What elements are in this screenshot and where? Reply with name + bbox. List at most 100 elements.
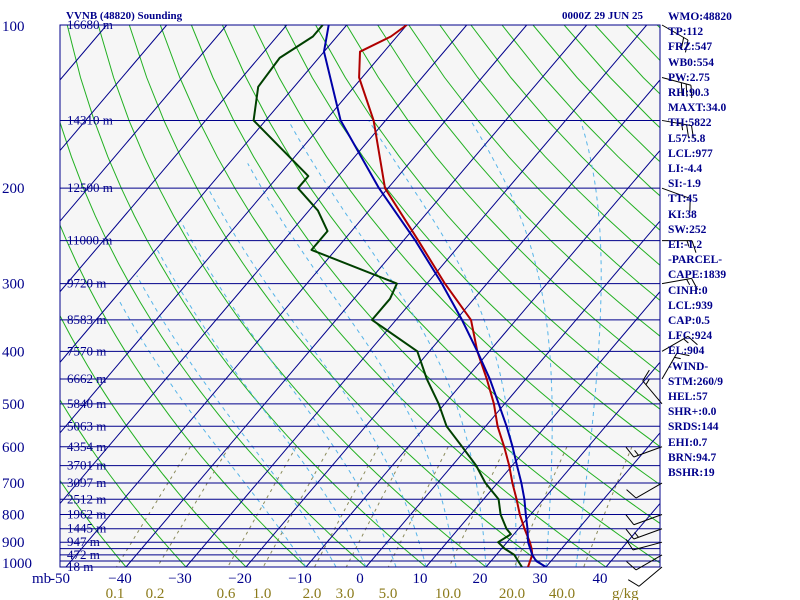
stat-row: RH:90.3	[668, 87, 710, 100]
wind-barb-flag	[626, 561, 637, 571]
isotherm	[60, 25, 228, 222]
height-label: 1962 m	[67, 506, 106, 521]
height-label: 4354 m	[67, 439, 106, 454]
height-label: 11000 m	[67, 233, 112, 248]
dry-adiabat	[284, 25, 660, 448]
height-label: 3701 m	[67, 458, 106, 473]
wind-barb-half	[634, 532, 639, 538]
plot-area	[60, 25, 660, 567]
plot-frame	[59, 24, 661, 568]
isotherm	[60, 25, 288, 293]
mixing-ratio-tick-label: 2.0	[303, 586, 322, 600]
mixing-ratio-line	[513, 446, 568, 567]
stat-row: PW:2.75	[668, 71, 710, 84]
wind-barb-flag	[642, 369, 650, 382]
wind-barb-half	[686, 279, 691, 286]
mixing-ratio-tick-label: 40.0	[549, 586, 575, 600]
wind-barb-flag	[691, 125, 694, 139]
height-label: 8583 m	[67, 312, 106, 327]
height-label: 9720 m	[67, 276, 106, 291]
temperature-line	[358, 25, 534, 567]
moist-adiabat	[287, 120, 487, 567]
moist-adiabat	[117, 298, 307, 567]
wind-barb-staff	[632, 541, 663, 551]
dry-adiabat	[439, 25, 660, 266]
pressure-tick-label: 500	[2, 397, 25, 413]
plot-background	[60, 25, 660, 567]
moist-adiabat	[247, 163, 457, 567]
dry-adiabat	[60, 479, 127, 567]
mixing-ratio-tick-label: 0.1	[106, 586, 125, 600]
stats-panel: WMO:48820 TP:112 FRZ:547 WB0:554 PW:2.75 RH:9…	[668, 10, 798, 481]
wind-barb-staff	[638, 566, 663, 587]
wind-barb-flag	[680, 82, 683, 96]
wind-barb-staff	[633, 528, 663, 540]
wind-barb-half	[674, 356, 681, 360]
dry-adiabat	[253, 25, 660, 486]
wind-barb-flag	[626, 489, 637, 499]
dry-adiabat	[377, 25, 660, 337]
stat-row: SI:-1.9	[668, 178, 701, 191]
mixing-ratio-unit-label: g/kg	[612, 586, 639, 600]
wind-barb-flag	[627, 579, 640, 587]
wind-barb-flag	[625, 539, 634, 551]
wind-barb-flag	[625, 514, 635, 526]
dry-adiabat	[60, 398, 187, 567]
stat-row: BSHR:19	[668, 467, 715, 480]
pressure-tick-label: 1000	[2, 556, 32, 572]
temperature-tick-label: −20	[228, 571, 251, 587]
profiles	[252, 25, 547, 567]
temperature-tick-label: −30	[168, 571, 191, 587]
pressure-unit-label: mb	[32, 571, 51, 587]
height-label: 5840 m	[67, 396, 106, 411]
wind-barb-half	[634, 450, 639, 456]
wind-barb-staff	[661, 77, 692, 86]
wind-barb-half	[681, 123, 684, 131]
temperature-tick-label: −10	[288, 571, 311, 587]
wind-barb-flag	[625, 446, 635, 458]
frame-border	[59, 24, 661, 568]
dry-adiabat	[97, 25, 487, 567]
pressure-tick-label: 300	[2, 277, 25, 293]
stat-row: CAP:0.5	[668, 315, 710, 328]
isotherm	[365, 220, 660, 567]
pressure-tick-label: 800	[2, 507, 25, 523]
pressure-tick-label: 700	[2, 476, 25, 492]
stat-row: TP:112	[668, 26, 704, 39]
mixing-ratio-tick-label: 1.0	[253, 586, 272, 600]
dry-adiabat	[128, 25, 547, 567]
stat-row: BRN:94.7	[668, 451, 717, 464]
stat-row: CINH:0	[668, 284, 708, 297]
isobars	[60, 25, 660, 567]
wind-barb-flag	[680, 37, 685, 50]
isotherm	[65, 25, 528, 567]
height-label: 14310 m	[67, 112, 113, 127]
height-label: 18 m	[67, 559, 93, 574]
mixing-ratio-tick-label: 3.0	[336, 586, 355, 600]
moist-adiabat	[136, 275, 337, 567]
mixing-ratio-line	[583, 446, 633, 567]
wind-barb-flag	[625, 528, 635, 540]
mixing-ratio-tick-label: 20.0	[499, 586, 525, 600]
stat-row: EI:-1.2	[668, 239, 703, 252]
dry-adiabat	[408, 25, 660, 302]
isotherms	[60, 25, 660, 567]
isotherm	[545, 432, 660, 567]
wind-barb-staff	[635, 554, 663, 571]
height-label: 947 m	[67, 534, 100, 549]
stat-row: LCL:939	[668, 299, 713, 312]
pressure-tick-label: 600	[2, 440, 25, 456]
stat-row: -WIND-	[668, 360, 709, 373]
stat-row: EHI:0.7	[668, 436, 708, 449]
wind-barb-half	[686, 240, 690, 247]
stat-row: KI:38	[668, 208, 697, 221]
temperature-tick-label: 0	[356, 571, 364, 587]
temperature-tick-label: 40	[593, 571, 608, 587]
height-label: 5063 m	[67, 418, 106, 433]
pressure-tick-label: 200	[2, 181, 25, 197]
height-label: 1445 m	[67, 521, 106, 536]
isotherm	[305, 149, 660, 567]
wind-barb-flag	[686, 124, 689, 138]
